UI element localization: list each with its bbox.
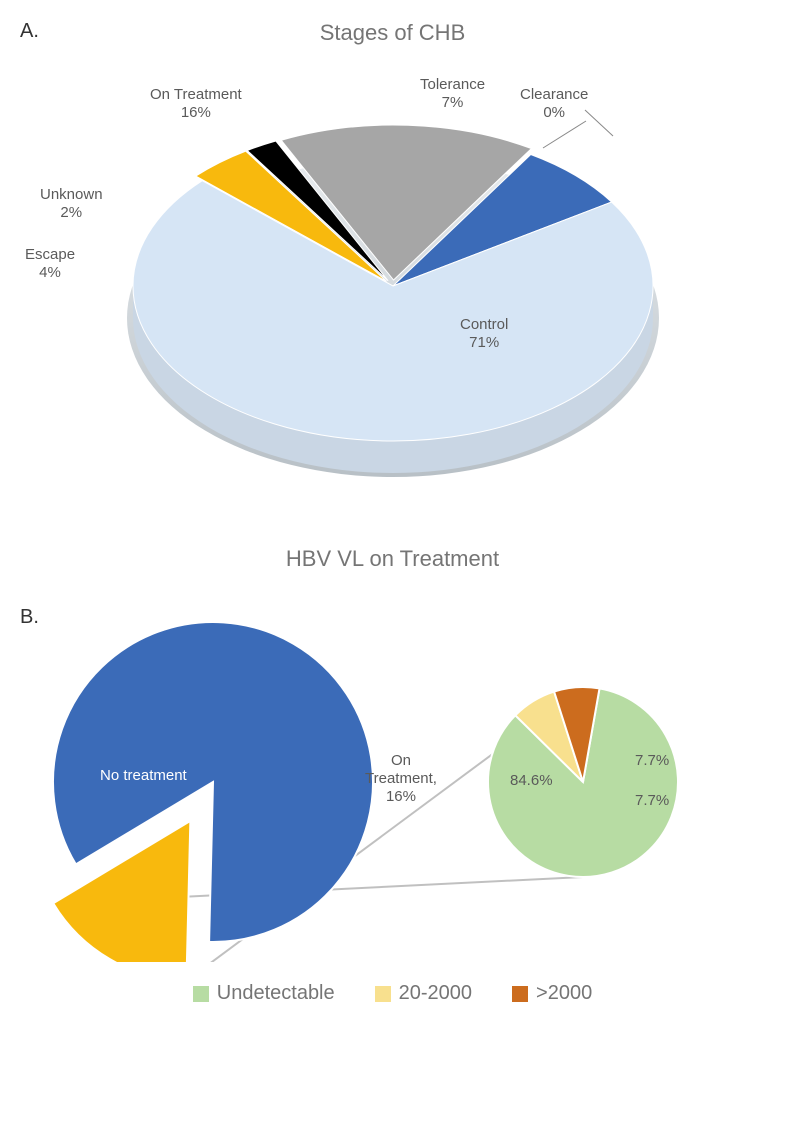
- label-gt2000-text: 7.7%: [635, 792, 669, 809]
- label-tolerance: Tolerance 7%: [420, 76, 485, 112]
- label-20-2000: 7.7%: [635, 752, 669, 770]
- label-control: Control 71%: [460, 316, 508, 352]
- label-escape-pct: 4%: [39, 264, 61, 281]
- chart-b-legend: Undetectable 20-2000 >2000: [20, 982, 765, 1005]
- label-no-treatment: No treatment: [100, 767, 187, 785]
- chart-b-pie-wrap: No treatment OnTreatment,16% 84.6% 7.7% …: [20, 602, 765, 962]
- panel-a-label: A.: [20, 20, 39, 43]
- label-unknown-name: Unknown: [40, 186, 103, 203]
- label-gt2000: 7.7%: [635, 792, 669, 810]
- chart-b-title: HBV VL on Treatment: [20, 546, 765, 572]
- label-escape-name: Escape: [25, 246, 75, 263]
- label-clearance: Clearance 0%: [520, 86, 588, 122]
- legend-swatch-gt2000: [512, 986, 528, 1002]
- label-no-treatment-text: No treatment: [100, 767, 187, 784]
- label-clearance-pct: 0%: [543, 104, 565, 121]
- legend-label-gt2000: >2000: [536, 982, 592, 1005]
- legend-label-20-2000: 20-2000: [399, 982, 472, 1005]
- label-tolerance-pct: 7%: [442, 94, 464, 111]
- label-undetectable-text: 84.6%: [510, 772, 553, 789]
- label-tolerance-name: Tolerance: [420, 76, 485, 93]
- label-on-treatment: OnTreatment,16%: [365, 752, 437, 806]
- label-ontreatment-pct: 16%: [181, 104, 211, 121]
- legend-swatch-undetectable: [193, 986, 209, 1002]
- chart-a-title: Stages of CHB: [20, 20, 765, 46]
- label-escape: Escape 4%: [25, 246, 75, 282]
- label-unknown: Unknown 2%: [40, 186, 103, 222]
- legend-item-undetectable: Undetectable: [193, 982, 335, 1005]
- label-20-2000-text: 7.7%: [635, 752, 669, 769]
- label-ontreatment-name: On Treatment: [150, 86, 242, 103]
- legend-item-20-2000: 20-2000: [375, 982, 472, 1005]
- label-unknown-pct: 2%: [60, 204, 82, 221]
- chart-a-svg: [43, 56, 743, 486]
- legend-item-gt2000: >2000: [512, 982, 592, 1005]
- chart-a-container: A. Stages of CHB Tolerance 7% Clearance …: [20, 20, 765, 486]
- chart-a-pie-wrap: Tolerance 7% Clearance 0% Control 71% Es…: [20, 56, 765, 486]
- label-control-name: Control: [460, 316, 508, 333]
- label-undetectable: 84.6%: [510, 772, 553, 790]
- label-ontreatment: On Treatment 16%: [150, 86, 242, 122]
- legend-label-undetectable: Undetectable: [217, 982, 335, 1005]
- chart-b-container: HBV VL on Treatment B. No treatment OnTr…: [20, 546, 765, 1005]
- label-control-pct: 71%: [469, 334, 499, 351]
- label-clearance-name: Clearance: [520, 86, 588, 103]
- legend-swatch-20-2000: [375, 986, 391, 1002]
